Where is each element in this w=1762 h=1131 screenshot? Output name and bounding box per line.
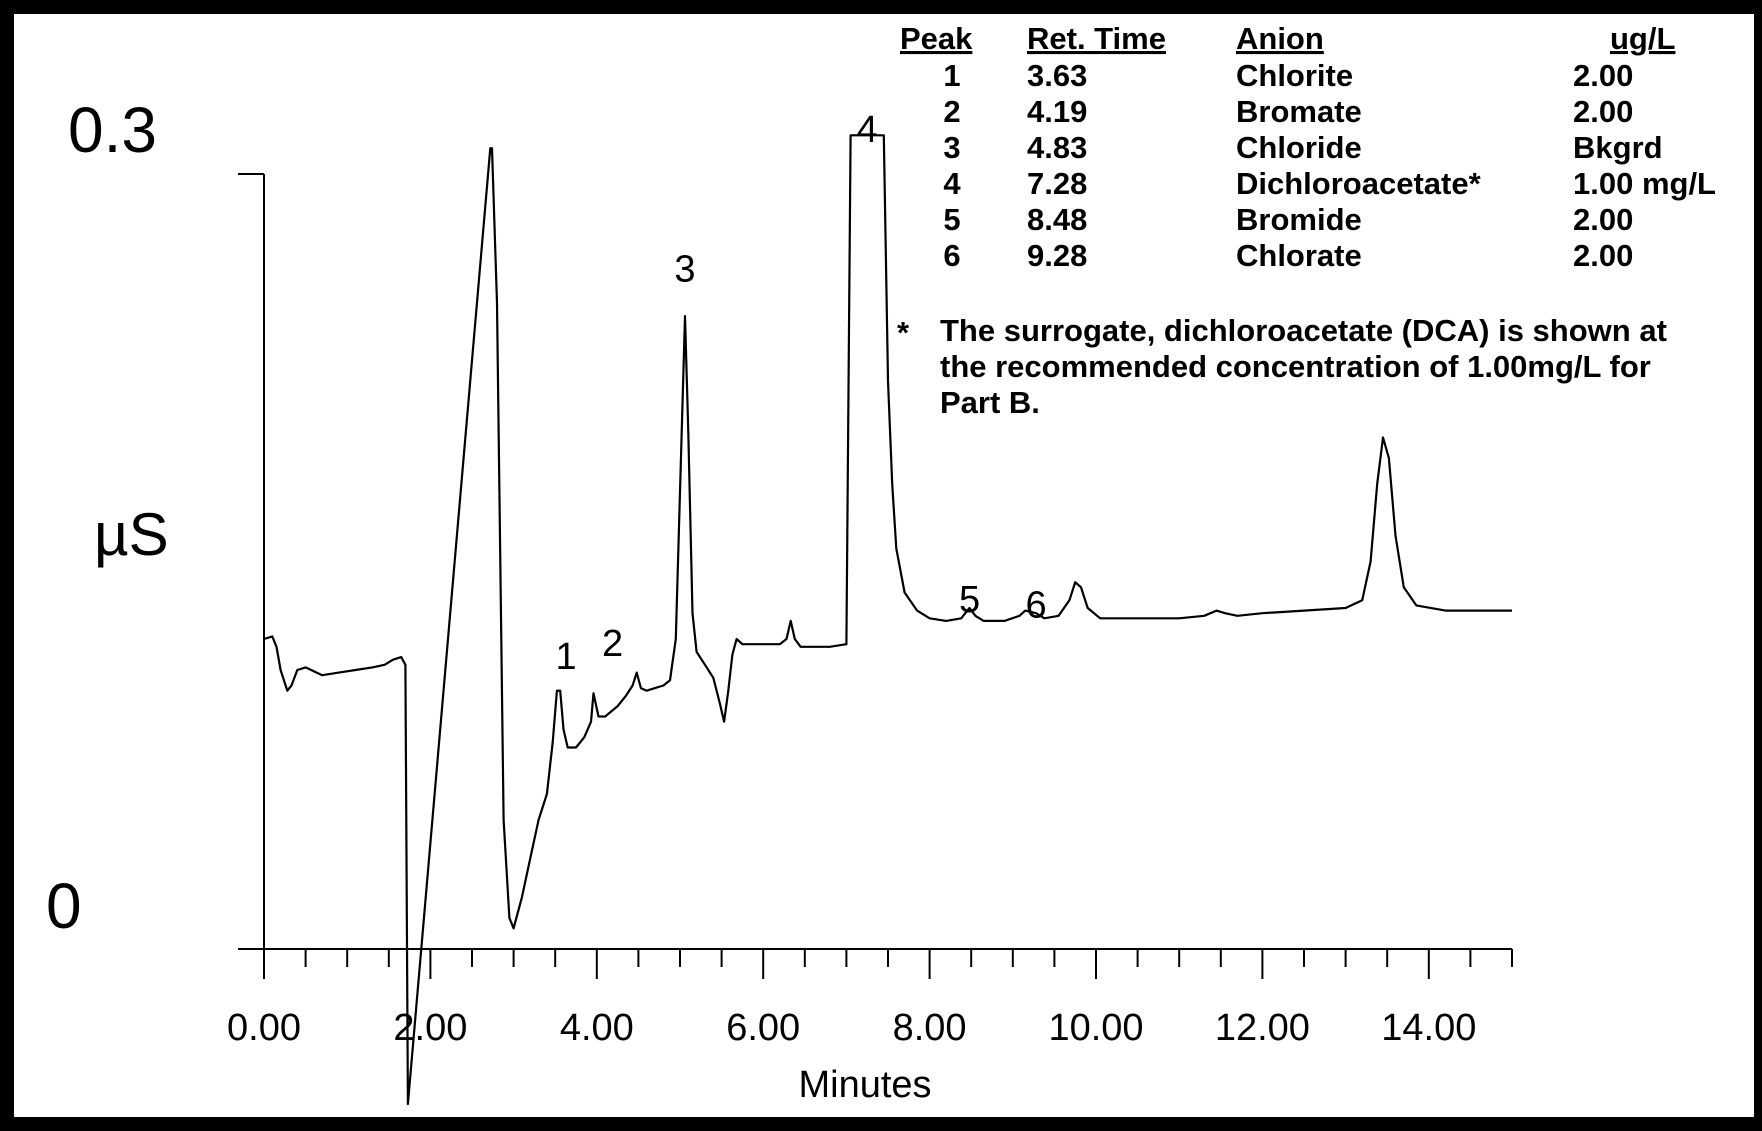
table-cell-peak: 6	[943, 238, 960, 273]
y-top-label: 0.3	[68, 94, 157, 166]
chromatogram-trace	[263, 134, 1512, 1106]
table-cell-peak: 5	[943, 202, 960, 237]
peak-table-rows: 1 3.63 Chlorite 2.00 2 4.19 Bromate 2.00 3 4.83 Ch…	[943, 58, 1716, 273]
table-cell-anion: Dichloroacetate*	[1236, 166, 1482, 201]
y-bottom-label: 0	[46, 870, 82, 942]
footnote-marker: *	[897, 315, 910, 350]
table-cell-ret-time: 4.83	[1027, 130, 1087, 165]
x-tick-label: 10.00	[1048, 1007, 1143, 1049]
table-cell-peak: 2	[943, 94, 960, 129]
table-cell-conc: 2.00	[1573, 58, 1633, 93]
x-tick-label: 12.00	[1215, 1007, 1310, 1049]
table-cell-conc: 1.00 mg/L	[1573, 166, 1716, 201]
table-cell-ret-time: 8.48	[1027, 202, 1087, 237]
footnote-line-3: Part B.	[940, 385, 1040, 420]
peak-label: 6	[1026, 584, 1047, 626]
peak-label: 2	[602, 623, 623, 665]
footnote-line-1: The surrogate, dichloroacetate (DCA) is …	[940, 313, 1667, 348]
table-cell-ret-time: 7.28	[1027, 166, 1087, 201]
table-cell-anion: Chloride	[1236, 130, 1362, 165]
table-cell-ret-time: 4.19	[1027, 94, 1087, 129]
x-tick-label: 0.00	[227, 1007, 301, 1049]
peak-label: 3	[674, 248, 695, 290]
table-cell-conc: 2.00	[1573, 238, 1633, 273]
footnote: * The surrogate, dichloroacetate (DCA) i…	[897, 313, 1667, 420]
table-cell-peak: 1	[943, 58, 960, 93]
x-axis-ticks	[263, 949, 1513, 979]
table-cell-conc: Bkgrd	[1573, 130, 1663, 165]
x-tick-label: 14.00	[1381, 1007, 1476, 1049]
header-ret-time: Ret. Time	[1027, 21, 1166, 56]
x-tick-label: 4.00	[560, 1007, 634, 1049]
peak-label: 4	[857, 109, 878, 151]
table-cell-anion: Chlorate	[1236, 238, 1362, 273]
table-cell-conc: 2.00	[1573, 94, 1633, 129]
table-cell-peak: 3	[943, 130, 960, 165]
table-cell-conc: 2.00	[1573, 202, 1633, 237]
x-tick-label: 8.00	[893, 1007, 967, 1049]
table-cell-ret-time: 9.28	[1027, 238, 1087, 273]
peak-table: Peak Ret. Time Anion ug/L 1 3.63 Chlorite 2…	[900, 21, 1716, 273]
peak-label: 1	[555, 636, 576, 678]
x-axis-tick-labels: 0.00 2.00 4.00 6.00 8.00 10.00 12.00 14.00	[227, 1007, 1476, 1049]
y-axis-title: µS	[94, 501, 169, 568]
header-peak: Peak	[900, 21, 973, 56]
table-cell-anion: Bromide	[1236, 202, 1362, 237]
x-tick-label: 6.00	[726, 1007, 800, 1049]
peak-label: 5	[959, 579, 980, 621]
header-anion: Anion	[1236, 21, 1324, 56]
table-cell-anion: Chlorite	[1236, 58, 1353, 93]
table-cell-anion: Bromate	[1236, 94, 1362, 129]
table-cell-ret-time: 3.63	[1027, 58, 1087, 93]
header-conc: ug/L	[1610, 21, 1675, 56]
table-cell-peak: 4	[943, 166, 961, 201]
x-tick-label: 2.00	[393, 1007, 467, 1049]
x-axis-title: Minutes	[798, 1064, 931, 1106]
footnote-line-2: the recommended concentration of 1.00mg/…	[940, 349, 1651, 384]
